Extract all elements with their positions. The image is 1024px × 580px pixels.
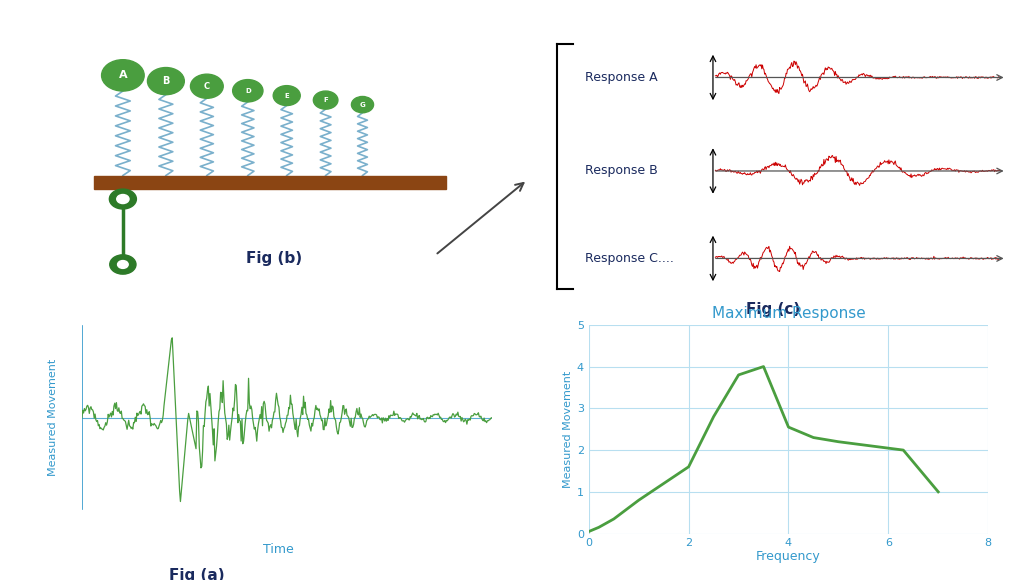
Text: Fig (b): Fig (b) (247, 251, 302, 266)
Circle shape (110, 189, 136, 209)
Text: F: F (324, 97, 328, 103)
Circle shape (273, 86, 300, 106)
Circle shape (190, 74, 223, 98)
Text: D: D (245, 88, 251, 94)
Text: G: G (359, 102, 366, 108)
Text: E: E (285, 93, 289, 99)
Y-axis label: Measured Movement: Measured Movement (562, 371, 572, 488)
Circle shape (147, 67, 184, 95)
Circle shape (117, 194, 129, 204)
Text: Response A: Response A (586, 71, 658, 84)
Circle shape (313, 91, 338, 109)
Circle shape (101, 60, 144, 91)
Text: Fig (c): Fig (c) (746, 302, 800, 317)
Text: C: C (204, 82, 210, 90)
Text: B: B (162, 76, 170, 86)
Circle shape (118, 260, 128, 269)
Circle shape (110, 255, 136, 274)
Circle shape (232, 79, 263, 102)
Text: Response B: Response B (586, 165, 658, 177)
Circle shape (351, 96, 374, 113)
Text: Response C....: Response C.... (586, 252, 674, 265)
Text: Time: Time (263, 543, 294, 556)
X-axis label: Frequency: Frequency (756, 550, 821, 563)
Text: Measured Movement: Measured Movement (48, 359, 58, 476)
Title: Maximum Response: Maximum Response (712, 306, 865, 321)
Text: A: A (119, 70, 127, 81)
Text: Fig (a): Fig (a) (169, 568, 224, 580)
FancyBboxPatch shape (94, 176, 446, 189)
